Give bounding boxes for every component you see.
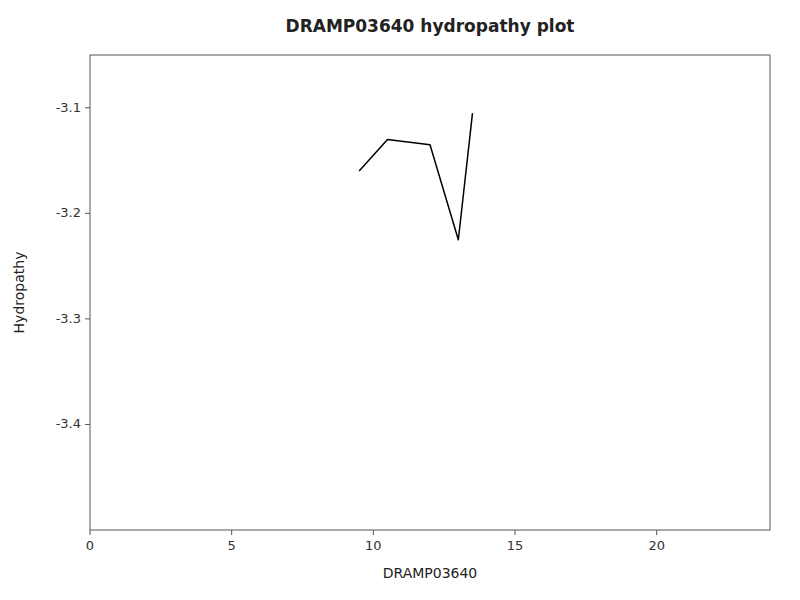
y-tick	[85, 318, 90, 319]
line-group	[359, 113, 472, 240]
x-tick-label: 0	[86, 538, 94, 553]
y-axis-label: Hydropathy	[11, 252, 27, 334]
plot-frame	[90, 55, 770, 530]
x-axis: 0 5 10 15 20	[86, 530, 665, 553]
x-tick	[90, 530, 91, 535]
x-tick-label: 15	[507, 538, 524, 553]
x-tick-label: 20	[648, 538, 665, 553]
x-tick	[231, 530, 232, 535]
x-tick-label: 10	[365, 538, 382, 553]
chart-svg: 0 5 10 15 20 -3.4 -3.3 -3.2 -3.1 DRAMP03640 hydro…	[0, 0, 800, 600]
y-tick-label: -3.3	[56, 311, 81, 326]
x-tick-label: 5	[228, 538, 236, 553]
y-axis: -3.4 -3.3 -3.2 -3.1	[56, 100, 90, 432]
y-tick-label: -3.4	[56, 416, 81, 431]
x-tick	[515, 530, 516, 535]
page: {"chart_data": {"type": "line", "title":…	[0, 0, 800, 600]
x-tick	[656, 530, 657, 535]
chart-title: DRAMP03640 hydropathy plot	[286, 16, 575, 36]
y-tick-label: -3.2	[56, 205, 81, 220]
chart-container: 0 5 10 15 20 -3.4 -3.3 -3.2 -3.1 DRAMP03640 hydro…	[0, 0, 800, 600]
y-tick	[85, 107, 90, 108]
y-tick	[85, 213, 90, 214]
y-tick-label: -3.1	[56, 100, 81, 115]
data-line	[359, 113, 472, 240]
x-axis-label: DRAMP03640	[383, 565, 478, 581]
y-tick	[85, 424, 90, 425]
x-tick	[373, 530, 374, 535]
